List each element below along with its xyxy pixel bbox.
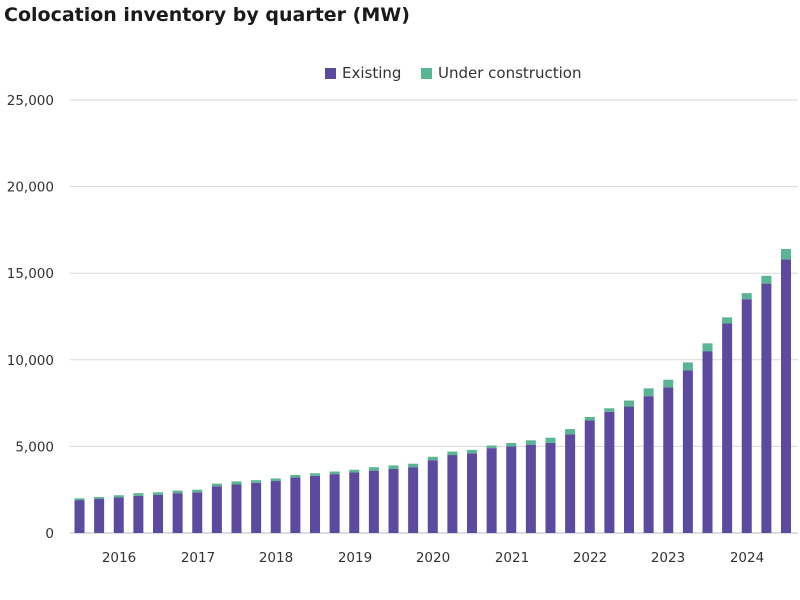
legend-swatch-existing xyxy=(325,67,336,79)
legend-swatch-under-construction xyxy=(421,67,432,79)
bar-under-construction xyxy=(113,495,124,498)
bar-under-construction xyxy=(761,275,772,284)
bar-existing xyxy=(663,387,674,533)
bar-under-construction xyxy=(702,343,713,352)
bar-existing xyxy=(368,470,379,533)
bar-under-construction xyxy=(486,445,497,449)
bar-existing xyxy=(447,455,458,533)
bar-existing xyxy=(408,467,419,533)
bar-under-construction xyxy=(408,463,419,468)
bar-existing xyxy=(506,446,517,533)
bar-existing xyxy=(643,396,654,533)
bar-under-construction xyxy=(682,362,693,371)
bar-under-construction xyxy=(153,492,163,495)
bar-existing xyxy=(584,420,595,533)
bar-under-construction xyxy=(310,473,320,476)
bar-under-construction xyxy=(368,467,379,471)
chart-legend: Existing Under construction xyxy=(0,64,800,84)
bar-existing xyxy=(133,495,144,533)
legend-item-existing[interactable]: Existing xyxy=(325,64,401,82)
bar-existing xyxy=(231,484,242,533)
bar-under-construction xyxy=(545,437,556,443)
bar-under-construction xyxy=(781,248,791,260)
bar-existing xyxy=(682,370,693,533)
bar-under-construction xyxy=(506,442,517,447)
bar-existing xyxy=(74,500,85,533)
bar-existing xyxy=(702,351,713,533)
y-tick-label: 10,000 xyxy=(7,353,54,369)
bar-existing xyxy=(486,448,497,533)
x-tick-label: 2019 xyxy=(338,550,372,566)
bar-existing xyxy=(113,497,124,533)
y-tick-label: 5,000 xyxy=(15,439,54,455)
x-tick-label: 2021 xyxy=(495,550,529,566)
bar-under-construction xyxy=(643,388,654,397)
y-tick-label: 25,000 xyxy=(7,93,54,109)
chart-title: Colocation inventory by quarter (MW) xyxy=(4,4,410,26)
bar-existing xyxy=(329,474,340,533)
bar-under-construction xyxy=(290,474,301,478)
bar-existing xyxy=(211,486,222,533)
bar-under-construction xyxy=(427,456,438,461)
bar-existing xyxy=(388,468,399,533)
bar-existing xyxy=(781,259,791,533)
y-tick-label: 15,000 xyxy=(7,266,54,282)
y-tick-label: 20,000 xyxy=(7,180,54,196)
bar-under-construction xyxy=(584,416,595,421)
legend-item-under-construction[interactable]: Under construction xyxy=(421,64,581,82)
bar-existing xyxy=(310,475,320,533)
bar-existing xyxy=(545,442,556,533)
bar-under-construction xyxy=(604,408,615,412)
bar-under-construction xyxy=(329,471,340,475)
bar-existing xyxy=(153,494,163,533)
bar-existing xyxy=(722,323,733,533)
bar-under-construction xyxy=(231,481,242,485)
x-tick-label: 2022 xyxy=(573,550,607,566)
x-tick-label: 2020 xyxy=(416,550,450,566)
bar-under-construction xyxy=(741,293,752,300)
bar-existing xyxy=(192,492,203,533)
x-tick-label: 2018 xyxy=(259,550,293,566)
bar-under-construction xyxy=(447,451,458,456)
x-tick-label: 2023 xyxy=(651,550,685,566)
x-tick-label: 2016 xyxy=(102,550,136,566)
legend-label-under-construction: Under construction xyxy=(438,64,582,82)
bar-under-construction xyxy=(722,317,733,324)
legend-label-existing: Existing xyxy=(342,64,402,82)
bar-existing xyxy=(94,498,105,533)
bar-existing xyxy=(565,434,576,533)
bar-existing xyxy=(290,477,301,533)
bar-under-construction xyxy=(349,469,360,473)
bar-under-construction xyxy=(270,478,281,482)
bar-under-construction xyxy=(663,379,674,388)
bar-under-construction xyxy=(251,480,262,483)
x-tick-label: 2017 xyxy=(181,550,215,566)
bar-existing xyxy=(172,493,183,533)
bar-existing xyxy=(741,299,752,533)
bar-under-construction xyxy=(525,440,536,445)
bar-existing xyxy=(624,406,634,533)
bar-existing xyxy=(427,460,438,533)
bar-under-construction xyxy=(624,400,634,407)
bar-existing xyxy=(251,482,262,533)
bar-existing xyxy=(604,411,615,533)
bar-existing xyxy=(761,283,772,533)
bar-under-construction xyxy=(388,465,399,469)
x-tick-label: 2024 xyxy=(730,550,764,566)
bar-existing xyxy=(349,472,360,533)
bar-under-construction xyxy=(467,449,477,454)
bar-under-construction xyxy=(192,489,203,493)
bar-under-construction xyxy=(94,496,105,499)
bar-existing xyxy=(525,444,536,533)
bar-under-construction xyxy=(211,483,222,487)
bar-existing xyxy=(270,481,281,533)
bar-under-construction xyxy=(565,429,576,435)
bar-under-construction xyxy=(172,490,183,494)
bar-under-construction xyxy=(133,493,144,496)
bar-under-construction xyxy=(74,498,85,501)
y-tick-label: 0 xyxy=(45,526,54,542)
bar-existing xyxy=(467,453,477,533)
